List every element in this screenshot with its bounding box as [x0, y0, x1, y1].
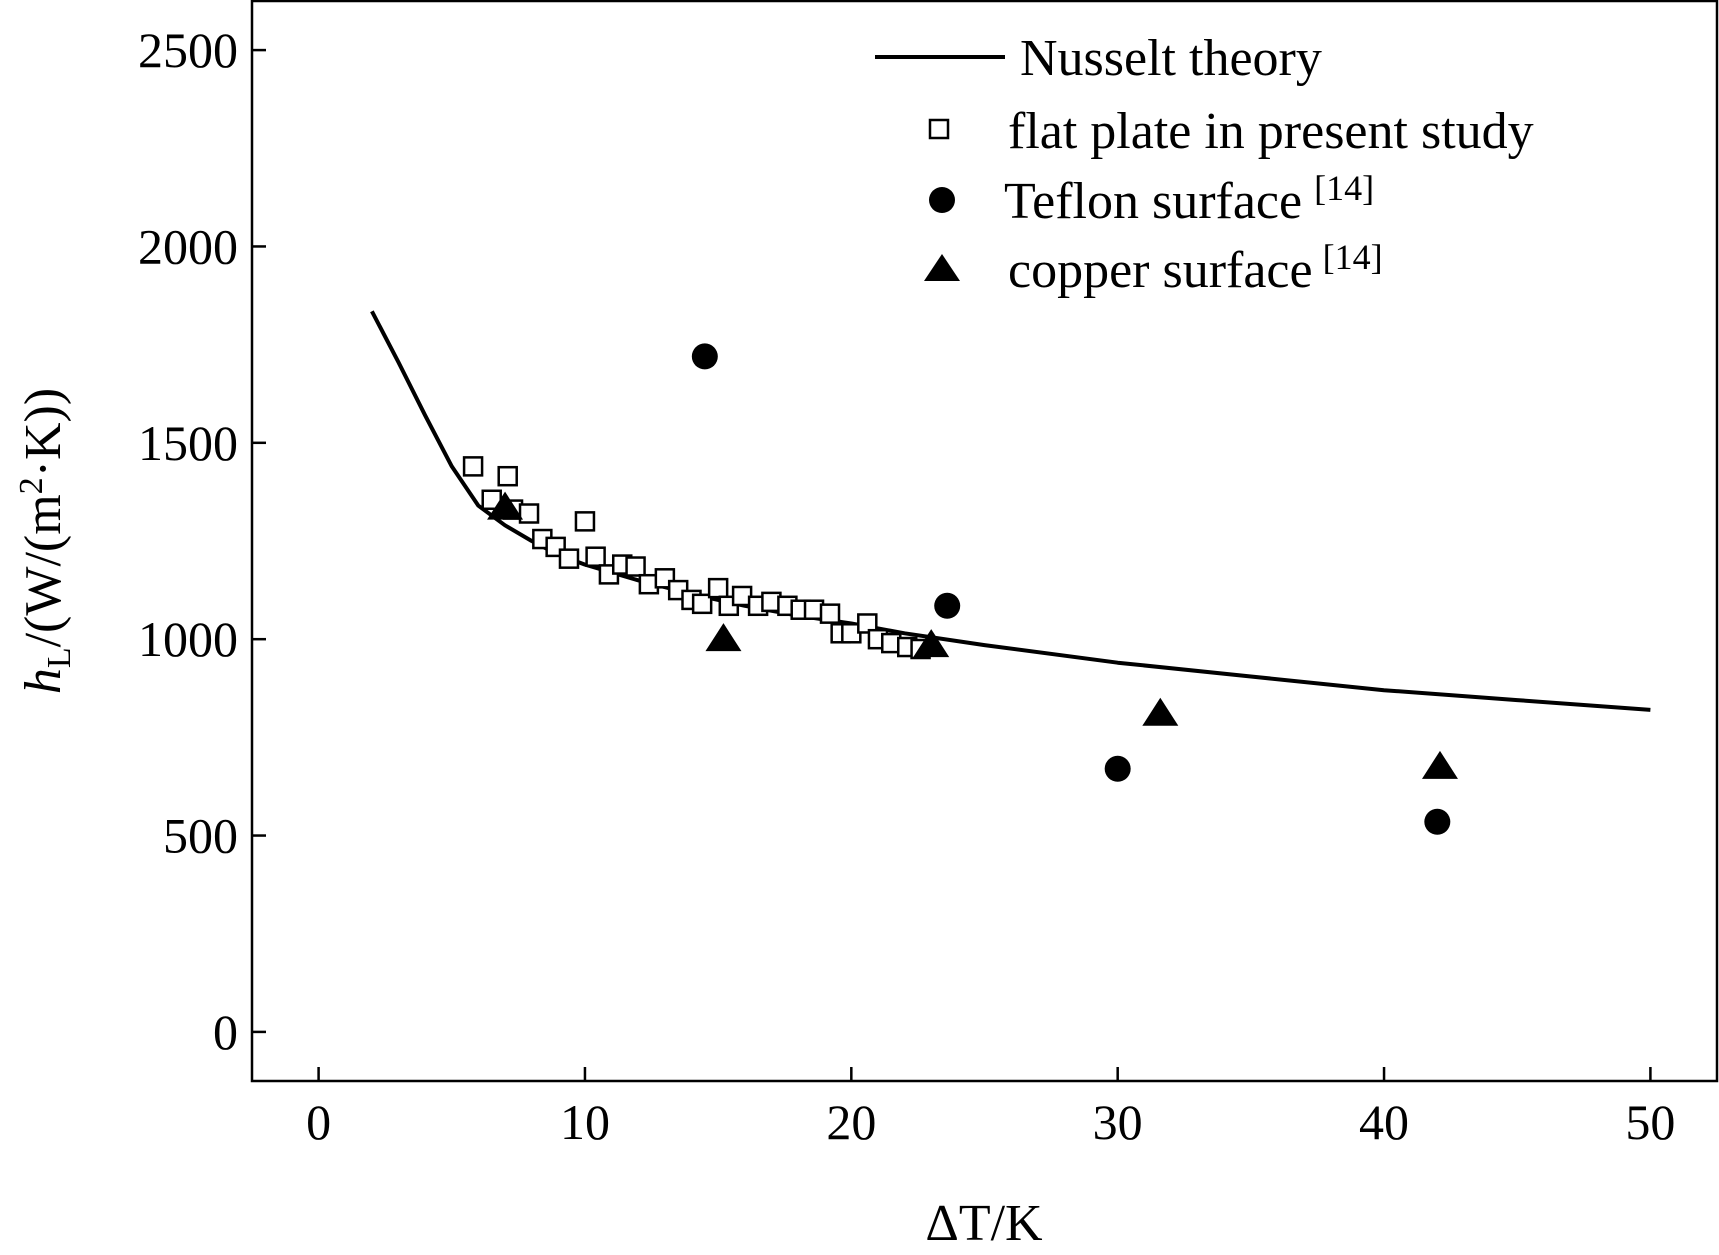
teflon-point [691, 343, 718, 370]
flat-plate-point [691, 593, 713, 615]
flat-plate-point [518, 503, 540, 524]
y-title-unit-a: /(W/(m [15, 494, 72, 647]
series-layer [370, 310, 1651, 835]
y-tick-label-3: 1500 [138, 415, 238, 471]
flat-plate-point [707, 577, 729, 599]
legend-copper-name: copper surface [1008, 242, 1313, 299]
x-axis: 0 10 20 30 40 50 [306, 1067, 1675, 1150]
flat-plate-point [585, 546, 606, 567]
y-tick-label-5: 2500 [138, 22, 238, 78]
series-1 [462, 456, 931, 660]
y-axis-title: hL/(W/(m2·K)) [13, 388, 78, 694]
legend-teflon-ref: [14] [1314, 168, 1374, 208]
x-tick-label-1: 10 [560, 1094, 610, 1150]
series-0 [370, 310, 1651, 712]
legend: Nusselt theory flat plate in present stu… [875, 30, 1534, 299]
x-tick-label-4: 40 [1359, 1094, 1409, 1150]
flat-plate-point [497, 465, 518, 487]
x-tick-label-0: 0 [306, 1094, 331, 1150]
flat-plate-point [819, 603, 841, 624]
legend-circle-swatch [929, 187, 955, 213]
series-3 [487, 491, 1458, 779]
y-tick-label-2: 1000 [138, 611, 238, 667]
legend-label-nusselt: Nusselt theory [1020, 30, 1322, 87]
y-tick-label-0: 0 [213, 1004, 238, 1060]
flat-plate-point [574, 511, 596, 532]
y-axis: 0 500 1000 1500 2000 2500 [138, 22, 266, 1060]
x-tick-label-3: 30 [1093, 1094, 1143, 1150]
legend-label-teflon: Teflon surface [14] [1004, 168, 1374, 230]
y-title-unit-b: ·K)) [15, 388, 72, 478]
nusselt-theory-line [370, 310, 1651, 712]
plot-frame [250, 0, 1719, 1083]
x-axis-title: ΔT/K [925, 1195, 1043, 1252]
copper-point [913, 629, 950, 658]
flat-plate-point [625, 556, 646, 577]
y-tick-label-1: 500 [163, 808, 238, 864]
teflon-point [1424, 808, 1451, 835]
legend-label-flat-plate: flat plate in present study [1008, 103, 1534, 160]
legend-label-copper: copper surface [14] [1008, 237, 1383, 299]
copper-point [1142, 697, 1179, 726]
legend-copper-ref: [14] [1323, 237, 1383, 277]
flat-plate-point [857, 613, 878, 634]
x-tick-label-2: 20 [826, 1094, 876, 1150]
copper-point [1421, 750, 1458, 779]
flat-plate-point [558, 548, 580, 569]
y-title-sub: L [41, 647, 78, 668]
copper-point [705, 623, 742, 652]
legend-square-swatch [928, 118, 950, 140]
legend-teflon-name: Teflon surface [1004, 173, 1302, 230]
teflon-point [1104, 755, 1131, 782]
y-title-sup: 2 [13, 477, 50, 494]
y-tick-label-4: 2000 [138, 218, 238, 274]
teflon-point [934, 592, 961, 619]
x-tick-label-5: 50 [1625, 1094, 1675, 1150]
series-2 [691, 343, 1451, 835]
flat-plate-point [462, 456, 484, 477]
copper-point [487, 491, 524, 520]
legend-triangle-swatch [924, 254, 960, 281]
y-title-h: h [15, 668, 72, 694]
